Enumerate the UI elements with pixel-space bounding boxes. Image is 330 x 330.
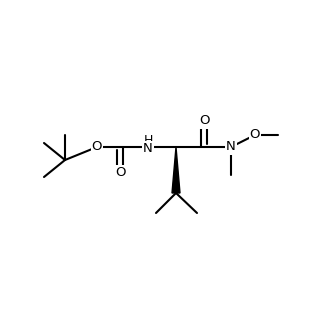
Text: O: O: [199, 115, 209, 127]
Text: O: O: [92, 141, 102, 153]
Text: N: N: [226, 141, 236, 153]
Text: N: N: [143, 143, 153, 155]
Text: O: O: [250, 128, 260, 142]
Text: H: H: [143, 134, 153, 147]
Polygon shape: [172, 147, 180, 193]
Text: O: O: [115, 167, 125, 180]
